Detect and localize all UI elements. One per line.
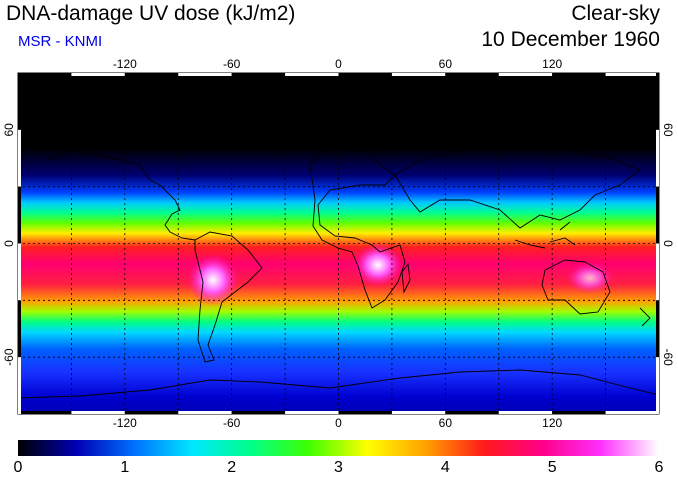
colorbar-tick-label: 3 xyxy=(334,459,343,476)
colorbar-tick-label: 0 xyxy=(13,459,23,476)
edge-tick-bars xyxy=(18,73,659,414)
lat-label-left: 60 xyxy=(2,123,16,137)
sky-condition-label: Clear-sky xyxy=(571,2,660,25)
lon-label-bottom: -60 xyxy=(223,416,241,430)
bottom-tick-bar xyxy=(18,411,72,414)
lon-label-top: 60 xyxy=(439,57,453,71)
top-tick-bar xyxy=(231,73,286,76)
lon-label-top: -60 xyxy=(223,57,241,71)
top-tick-bar xyxy=(605,73,659,76)
top-tick-bar xyxy=(391,73,446,76)
colorbar xyxy=(18,440,659,456)
hotspot-southern-africa xyxy=(353,243,403,287)
left-tick-bar xyxy=(18,129,21,187)
lon-label-bottom: 60 xyxy=(439,416,453,430)
date-label: 10 December 1960 xyxy=(481,28,660,51)
source-label: MSR - KNMI xyxy=(18,33,103,50)
top-tick-bar xyxy=(285,73,339,76)
right-tick-bar xyxy=(656,357,659,414)
top-tick-bar xyxy=(178,73,232,76)
lon-label-bottom: 0 xyxy=(335,416,342,430)
lat-label-right: -60 xyxy=(661,348,675,366)
bottom-tick-bar xyxy=(124,411,179,414)
bottom-tick-bar xyxy=(391,411,446,414)
lat-label-left: 0 xyxy=(2,240,16,247)
top-tick-bar xyxy=(18,73,72,76)
lat-label-right: 60 xyxy=(661,123,675,137)
right-tick-bar xyxy=(656,129,659,187)
left-tick-bar xyxy=(18,186,21,244)
colorbar-tick-label: 2 xyxy=(227,459,237,476)
colorbar-tick-label: 1 xyxy=(120,459,130,476)
bottom-tick-bar xyxy=(605,411,659,414)
lon-label-top: -120 xyxy=(113,57,137,71)
colorbar-tick-label: 4 xyxy=(440,459,450,476)
bottom-tick-bar xyxy=(552,411,606,414)
lat-label-left: -60 xyxy=(2,348,16,366)
right-tick-bar xyxy=(656,243,659,301)
bottom-tick-bar xyxy=(285,411,339,414)
right-tick-bar xyxy=(656,73,659,130)
top-tick-bar xyxy=(71,73,125,76)
graticule xyxy=(18,73,659,414)
top-tick-bar xyxy=(338,73,392,76)
page-title: DNA-damage UV dose (kJ/m2) xyxy=(6,2,296,25)
left-tick-bar xyxy=(18,300,21,358)
top-tick-bar xyxy=(498,73,553,76)
lon-label-bottom: 120 xyxy=(542,416,562,430)
top-tick-bar xyxy=(552,73,606,76)
left-tick-bar xyxy=(18,243,21,301)
left-tick-bar xyxy=(18,73,21,130)
bottom-tick-bar xyxy=(338,411,392,414)
hotspot-australia xyxy=(566,262,614,294)
right-tick-bar xyxy=(656,300,659,358)
colorbar-tick-label: 6 xyxy=(654,459,664,476)
coastlines xyxy=(18,109,659,399)
bottom-tick-bar xyxy=(71,411,125,414)
top-tick-bar xyxy=(445,73,499,76)
bottom-tick-bar xyxy=(445,411,499,414)
bottom-tick-bar xyxy=(178,411,232,414)
lon-label-top: 120 xyxy=(542,57,562,71)
lon-label-bottom: -120 xyxy=(113,416,137,430)
colorbar-tick-label: 5 xyxy=(547,459,557,476)
right-tick-bar xyxy=(656,186,659,244)
bottom-tick-bar xyxy=(498,411,553,414)
latitude-labels: 60 60 0 0 -60 -60 xyxy=(2,123,675,366)
left-tick-bar xyxy=(18,357,21,414)
hotspot-south-america xyxy=(187,254,239,306)
bottom-tick-bar xyxy=(231,411,286,414)
lon-label-top: 0 xyxy=(335,57,342,71)
lat-label-right: 0 xyxy=(661,240,675,247)
top-tick-bar xyxy=(124,73,179,76)
longitude-labels: -120 -120 -60 -60 0 0 60 60 120 120 xyxy=(113,57,563,430)
